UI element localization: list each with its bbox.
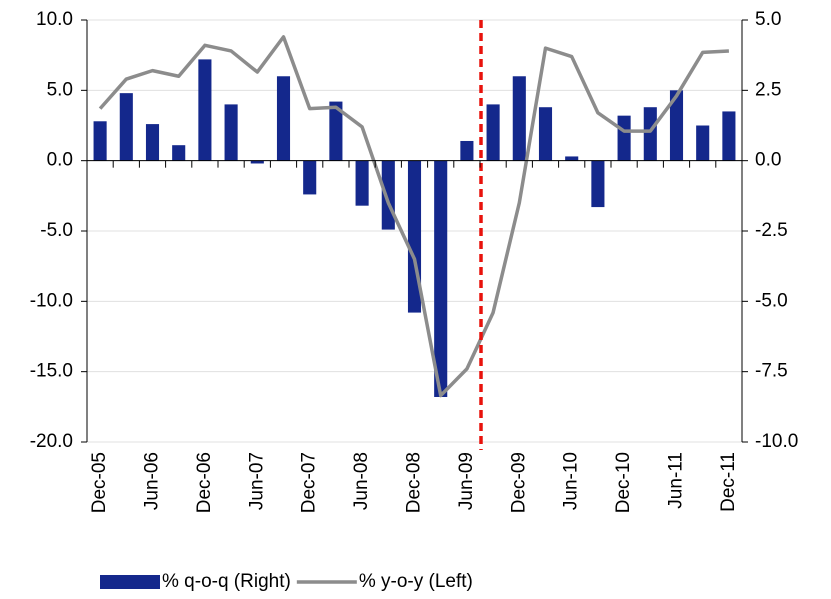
bar	[643, 107, 657, 161]
bar	[224, 104, 238, 161]
y-tick-label: 0.0	[47, 150, 73, 171]
bar	[93, 121, 107, 161]
y-tick-label: -10.0	[30, 290, 73, 311]
x-tick-label: Dec-08	[404, 452, 425, 513]
x-tick-label: Dec-07	[299, 452, 320, 513]
bar	[381, 160, 395, 230]
bar	[198, 59, 212, 161]
bar	[591, 160, 605, 208]
bar	[617, 115, 631, 161]
bar	[722, 111, 736, 161]
bar	[669, 90, 684, 161]
bar	[355, 160, 369, 206]
bar	[303, 160, 317, 195]
bar	[119, 93, 133, 161]
legend-swatch	[100, 575, 160, 589]
y-tick-label: -15.0	[30, 361, 73, 382]
x-tick-label: Jun-06	[142, 452, 163, 510]
x-tick-label: Dec-11	[718, 452, 739, 512]
y-tick-label: 5.0	[47, 79, 73, 100]
legend-label: % q-o-q (Right)	[162, 571, 291, 592]
bar	[434, 160, 448, 397]
y-tick-label: -20.0	[30, 431, 73, 452]
y2-tick-label: -2.5	[755, 220, 788, 241]
line	[98, 35, 729, 398]
y2-tick-label: -5.0	[755, 290, 788, 311]
bar	[696, 125, 710, 161]
x-tick-label: Jun-11	[666, 452, 687, 509]
bar	[486, 104, 500, 161]
x-tick-label: Dec-09	[508, 452, 529, 513]
x-tick-label: Jun-09	[456, 452, 477, 510]
y2-tick-label: -7.5	[755, 361, 788, 382]
bar	[250, 160, 264, 164]
bar	[276, 76, 291, 161]
x-tick-label: Jun-08	[351, 452, 372, 510]
x-tick-label: Jun-10	[561, 452, 582, 510]
x-tick-label: Dec-06	[194, 452, 215, 513]
bar	[538, 107, 553, 161]
bar	[460, 140, 474, 161]
y2-tick-label: -10.0	[755, 431, 798, 452]
x-tick-label: Jun-07	[246, 452, 267, 510]
bar	[512, 76, 526, 161]
y-tick-label: -5.0	[40, 220, 73, 241]
y2-tick-label: 5.0	[755, 9, 781, 30]
bar	[329, 101, 343, 161]
y2-tick-label: 0.0	[755, 150, 781, 171]
y2-tick-label: 2.5	[755, 79, 781, 100]
bar	[172, 145, 186, 161]
legend-label: % y-o-y (Left)	[359, 571, 473, 592]
x-tick-label: Dec-05	[89, 452, 110, 513]
y-tick-label: 10.0	[36, 9, 73, 30]
bar	[565, 156, 579, 161]
x-tick-label: Dec-10	[613, 452, 634, 513]
bar	[145, 124, 160, 161]
